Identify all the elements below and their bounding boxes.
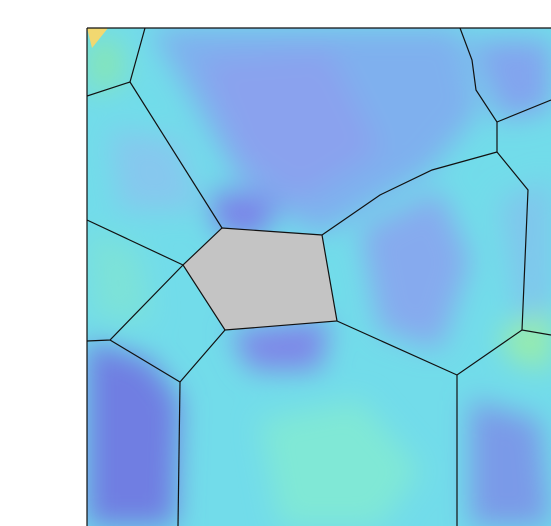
field-patches (87, 28, 551, 526)
excluded-grain (182, 227, 338, 331)
field (87, 28, 551, 526)
grain-boundaries (87, 28, 551, 526)
corner-patch (87, 28, 108, 48)
